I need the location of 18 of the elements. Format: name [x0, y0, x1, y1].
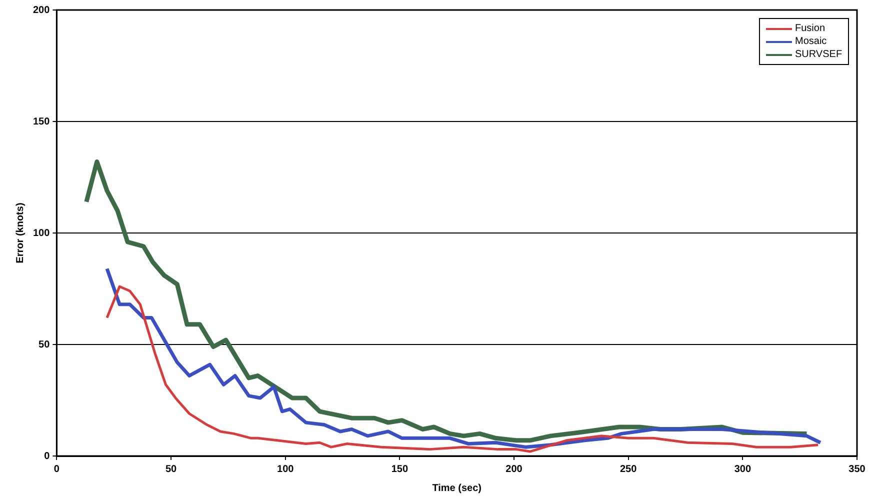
legend-label: Mosaic: [795, 36, 827, 47]
x-tick-label: 150: [391, 464, 408, 475]
x-tick-label: 350: [848, 464, 866, 475]
x-tick-label: 250: [620, 464, 638, 475]
x-axis-title: Time (sec): [432, 482, 482, 494]
x-tick-label: 300: [734, 464, 752, 475]
x-tick-label: 100: [277, 464, 294, 475]
y-tick-label: 50: [38, 339, 50, 350]
legend-label: SURVSEF: [795, 49, 842, 60]
x-tick-label: 50: [165, 464, 178, 475]
y-tick-label: 0: [44, 450, 50, 462]
y-axis-title: Error (knots): [14, 202, 26, 264]
y-tick-label: 150: [32, 116, 50, 128]
legend-label: Fusion: [795, 23, 826, 34]
y-tick-label: 100: [32, 228, 50, 239]
y-tick-label: 200: [32, 4, 50, 16]
x-tick-label: 200: [506, 464, 523, 475]
x-tick-label: 0: [54, 464, 60, 475]
